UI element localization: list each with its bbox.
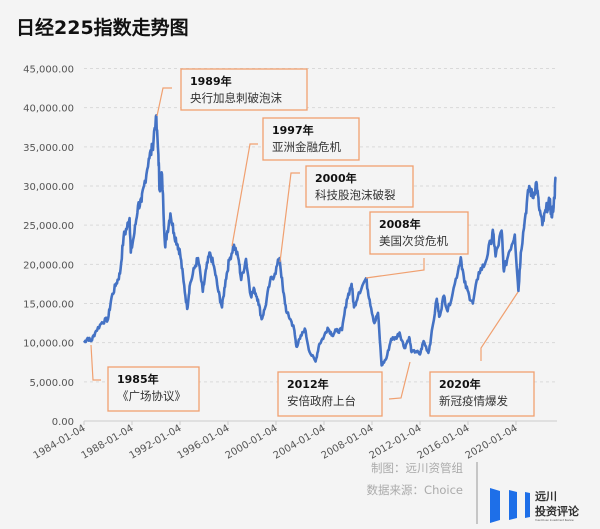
y-tick-label: 10,000.00	[23, 339, 74, 350]
annotation-box	[262, 117, 360, 161]
x-tick-label: 1996-01-04	[176, 423, 232, 462]
footer-credit: 制图：远川资管组	[371, 461, 463, 475]
annotation-leader	[90, 344, 101, 381]
logo-text-1: 远川	[535, 490, 557, 503]
logo-text-2: 投资评论	[535, 504, 580, 518]
y-tick-label: 20,000.00	[23, 260, 74, 271]
x-tick-label: 1984-01-04	[32, 423, 88, 462]
series-line	[82, 114, 557, 367]
logo-bar	[509, 490, 517, 520]
y-tick-label: 5,000.00	[29, 378, 74, 389]
logo-bar	[525, 492, 530, 518]
annotation-box	[107, 366, 200, 412]
x-axis: 1984-01-041988-01-041992-01-041996-01-04…	[32, 421, 520, 462]
annotation-year: 2012年	[287, 377, 329, 391]
y-tick-label: 30,000.00	[23, 182, 74, 193]
annotation-text: 科技股泡沫破裂	[315, 188, 396, 202]
logo-bar	[490, 488, 500, 523]
annotation-text: 安倍政府上台	[287, 394, 356, 408]
chart-title: 日经225指数走势图	[16, 16, 189, 39]
logo: 远川 投资评论 YuanChuan Investment Review	[490, 488, 580, 523]
y-tick-label: 40,000.00	[23, 104, 74, 115]
y-tick-label: 35,000.00	[23, 143, 74, 154]
x-tick-label: 1992-01-04	[128, 423, 184, 462]
annotation-leader	[388, 361, 411, 400]
logo-subtext: YuanChuan Investment Review	[535, 518, 574, 522]
x-tick-label: 2000-01-04	[224, 423, 280, 462]
x-tick-label: 2012-01-04	[368, 423, 424, 462]
annotation-text: 央行加息刺破泡沫	[190, 91, 282, 105]
annotation-text: 新冠疫情爆发	[439, 394, 508, 408]
annotation: 1985年《广场协议》	[90, 344, 200, 412]
annotation-text: 美国次贷危机	[379, 234, 448, 248]
annotation-box	[429, 371, 535, 417]
annotation-leader	[156, 87, 172, 117]
annotation-leader	[279, 172, 300, 263]
annotation-leader	[365, 258, 425, 279]
annotation-leader	[480, 291, 519, 361]
annotation-year: 1989年	[190, 74, 232, 88]
y-tick-label: 15,000.00	[23, 300, 74, 311]
x-tick-label: 2016-01-04	[416, 423, 472, 462]
annotation-year: 2020年	[439, 377, 481, 391]
y-tick-label: 25,000.00	[23, 221, 74, 232]
x-tick-label: 1988-01-04	[80, 423, 136, 462]
annotation-year: 1997年	[272, 123, 314, 137]
annotation-year: 1985年	[117, 372, 159, 386]
x-tick-label: 2008-01-04	[320, 423, 376, 462]
annotation-text: 亚洲金融危机	[272, 140, 341, 154]
annotation-text: 《广场协议》	[117, 389, 186, 403]
y-tick-label: 0.00	[52, 417, 74, 428]
x-tick-label: 2004-01-04	[272, 423, 328, 462]
annotation-box	[369, 211, 469, 255]
footer-source: 数据来源：Choice	[367, 483, 463, 497]
annotation-year: 2008年	[379, 217, 421, 231]
annotation-box	[277, 371, 383, 417]
annotation-leader	[231, 143, 258, 247]
x-tick-label: 2020-01-04	[464, 423, 520, 462]
annotation-box	[180, 68, 308, 111]
annotations: 1989年央行加息刺破泡沫1997年亚洲金融危机2000年科技股泡沫破裂2008…	[90, 68, 535, 417]
y-tick-label: 45,000.00	[23, 65, 74, 76]
y-axis: 0.00 5,000.00 10,000.00 15,000.00 20,000.00 2…	[23, 65, 74, 429]
annotation-year: 2000年	[315, 171, 357, 185]
annotation-box	[305, 165, 414, 208]
